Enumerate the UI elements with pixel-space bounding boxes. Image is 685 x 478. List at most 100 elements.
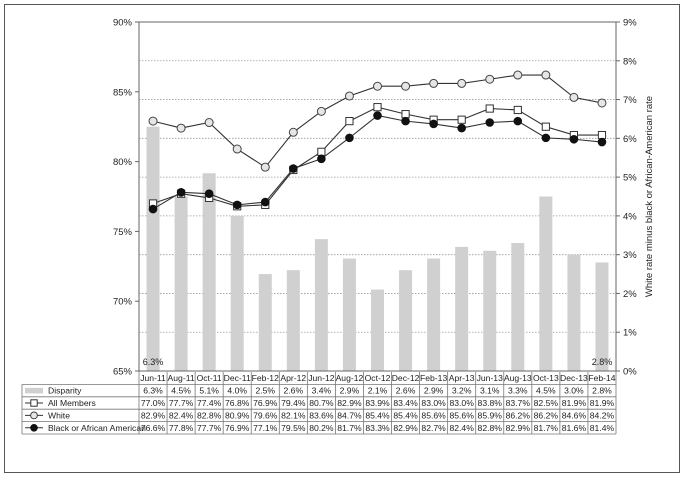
series-2-point-15 [569,134,579,144]
series-0-value-3: 76.8% [225,398,250,408]
legend-marker-1 [30,411,38,420]
series-2-point-10 [429,119,438,129]
series-0-point-16 [597,130,607,140]
series-0-value-13: 83.7% [506,398,531,408]
series-1-point-2 [204,118,214,128]
category-label-8: Oct-12 [365,373,391,383]
series-1-point-14 [541,70,551,80]
series-0-value-12: 83.8% [478,398,503,408]
series-1-point-7 [344,91,354,101]
category-label-7: Aug-12 [336,373,364,383]
series-0-value-14: 82.5% [534,398,559,408]
series-2-value-3: 76.9% [225,423,250,433]
legend-marker-0 [30,399,38,407]
right-axis-title: White rate minus black or African-Americ… [644,96,655,297]
right-tick-label-4: 4% [623,211,637,222]
disparity-bar-12 [483,250,497,371]
series-1-point-11 [457,78,467,88]
series-0-point-14 [541,122,550,131]
series-line-0 [152,106,602,207]
category-label-15: Dec-13 [560,373,588,383]
series-2-point-1 [176,188,186,197]
disparity-value-4: 2.5% [255,386,275,396]
category-label-4: Feb-12 [252,373,279,383]
bar-label-first: 6.3% [143,357,164,367]
series-0-value-2: 77.4% [197,398,222,408]
disparity-value-1: 4.5% [171,386,191,396]
disparity-value-7: 2.9% [340,386,360,396]
disparity-bar-4 [258,274,272,371]
disparity-value-9: 2.6% [396,386,416,396]
series-1-value-16: 84.2% [590,410,615,420]
series-1-point-0 [148,116,158,126]
category-label-11: Apr-13 [449,373,475,383]
right-tick-label-0: 0% [623,367,637,378]
disparity-bar-10 [427,258,441,371]
series-0-value-11: 83.0% [449,398,474,408]
left-tick-label-2: 75% [113,227,133,238]
series-2-value-5: 79.5% [281,423,306,433]
left-tick-label-5: 90% [113,18,133,29]
series-1-point-10 [429,78,439,88]
disparity-value-10: 2.9% [424,386,444,396]
disparity-value-5: 2.6% [284,386,304,396]
series-1-value-11: 85.6% [449,410,474,420]
category-label-9: Dec-12 [392,373,420,383]
series-1-value-1: 82.4% [169,410,194,420]
disparity-value-2: 5.1% [199,386,219,396]
series-2-value-13: 82.9% [506,423,531,433]
left-tick-label-3: 80% [113,157,133,168]
series-1-value-15: 84.6% [562,410,587,420]
disparity-bar-3 [230,215,244,371]
disparity-bar-15 [567,254,581,371]
series-0-value-7: 82.9% [337,398,362,408]
series-0-point-8 [373,103,382,112]
series-2-value-12: 82.8% [478,423,503,433]
series-0-value-15: 81.9% [562,398,587,408]
category-label-1: Aug-11 [168,373,195,383]
series-2-value-2: 77.7% [197,423,222,433]
series-0-value-16: 81.9% [590,398,615,408]
disparity-bar-14 [539,196,553,371]
bar-label-last: 2.8% [592,357,613,367]
left-tick-label-0: 65% [113,367,133,378]
disparity-bar-9 [399,270,413,371]
legend-label-2: Black or African American [48,423,146,433]
series-1-point-1 [176,123,186,133]
left-tick-label-4: 85% [113,87,133,98]
series-0-value-6: 80.7% [309,398,334,408]
series-1-point-5 [288,127,298,137]
series-2-value-4: 77.1% [253,423,278,433]
series-0-point-12 [485,104,494,113]
disparity-bar-5 [286,270,300,371]
series-1-value-13: 86.2% [506,410,531,420]
series-0-point-13 [513,105,522,115]
right-tick-label-5: 5% [623,173,637,184]
series-2-point-11 [457,123,466,133]
series-2-point-13 [513,116,523,126]
series-1-point-12 [485,74,495,84]
series-1-point-4 [260,162,270,172]
series-1-value-2: 82.8% [197,410,222,420]
disparity-value-0: 6.3% [143,386,163,396]
category-label-3: Dec-11 [224,373,251,383]
legend-label-0: All Members [48,398,96,408]
series-1-point-13 [513,70,523,80]
series-2-value-10: 82.7% [421,423,446,433]
series-1-value-14: 86.2% [534,410,559,420]
series-0-value-5: 79.4% [281,398,306,408]
series-1-point-16 [597,98,607,108]
disparity-bar-2 [202,173,216,371]
series-0-value-4: 76.9% [253,398,278,408]
series-0-point-7 [345,117,354,126]
series-2-point-7 [345,133,354,143]
series-2-point-6 [317,154,326,164]
series-line-2 [152,114,603,210]
disparity-value-15: 3.0% [564,386,584,396]
category-label-2: Oct-11 [197,373,222,383]
disparity-bar-11 [455,246,469,371]
series-0-value-8: 83.9% [365,398,390,408]
chart-frame [4,4,680,473]
series-2-value-15: 81.6% [562,423,587,433]
category-label-5: Apr-12 [280,373,306,383]
